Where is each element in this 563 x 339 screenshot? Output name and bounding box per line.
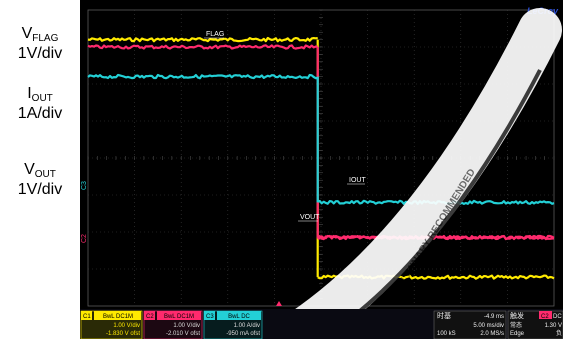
channel-marker-c2: C2 bbox=[81, 234, 88, 243]
annotation-vout: VOUT bbox=[300, 214, 320, 221]
trace-vout bbox=[316, 234, 555, 241]
annotation-iout: IOUT bbox=[349, 177, 366, 184]
c1-tag bbox=[81, 311, 92, 320]
trigger-channel: C2 bbox=[541, 314, 549, 320]
c2-scale: 1.00 V/div bbox=[173, 323, 200, 329]
channel-marker-c3: C3 bbox=[81, 181, 88, 190]
c2-id: C2 bbox=[146, 314, 154, 320]
trigger-coupling: DC bbox=[553, 314, 562, 320]
c2-mode-box bbox=[157, 311, 201, 320]
trigger-slope: 负 bbox=[556, 329, 562, 337]
iout-scale: 1A/div bbox=[17, 105, 63, 122]
trigger-position-marker bbox=[276, 301, 282, 306]
vflag-label: VFLAG bbox=[21, 25, 59, 44]
channel-box-c3[interactable]: C3 BwL DC 1.00 A/div -950 mA ofst bbox=[203, 310, 263, 339]
trigger-box[interactable]: 触发 C2 DC 常态 1.30 V Edge 负 bbox=[507, 310, 563, 339]
timebase-rate: 2.0 MS/s bbox=[480, 331, 504, 337]
iout-label: IOUT bbox=[27, 85, 53, 104]
trigger-label: 触发 bbox=[510, 311, 524, 320]
trigger-channel-tag bbox=[539, 311, 552, 319]
c3-offset: -950 mA ofst bbox=[226, 331, 260, 337]
trace-path-vout bbox=[316, 234, 555, 241]
timebase-label: 时基 bbox=[437, 311, 451, 320]
timebase-scale: 5.00 ms/div bbox=[473, 323, 504, 329]
trigger-mode: 常态 bbox=[510, 321, 522, 329]
trigger-frame bbox=[507, 310, 563, 339]
vout-label: VOUT bbox=[24, 161, 56, 180]
c3-scale: 1.00 A/div bbox=[234, 323, 260, 329]
c2-offset: -2.010 V ofst bbox=[166, 331, 200, 337]
annotation-flag: FLAG bbox=[206, 31, 224, 38]
c1-mode-box bbox=[94, 311, 141, 320]
channel-box-c2[interactable]: C2 BwL DC1M 1.00 V/div -2.010 V ofst bbox=[143, 310, 203, 339]
timebase-delay: -4.9 ms bbox=[484, 314, 504, 320]
c1-id: C1 bbox=[83, 314, 91, 320]
trigger-type: Edge bbox=[510, 331, 525, 337]
c1-mode: BwL DC1M bbox=[103, 314, 133, 320]
c3-mode: BwL DC bbox=[228, 314, 250, 320]
scope-background bbox=[80, 0, 563, 339]
timebase-box[interactable]: 时基 -4.9 ms 5.00 ms/div 100 kS 2.0 MS/s bbox=[433, 310, 507, 339]
timebase-frame bbox=[433, 310, 507, 339]
c3-id: C3 bbox=[206, 314, 214, 320]
c3-tag bbox=[204, 311, 215, 320]
trace-layer bbox=[87, 36, 555, 280]
trace-annotations: FLAG IOUT VOUT bbox=[204, 31, 366, 222]
status-bar: C1 BwL DC1M 1.00 V/div -1.830 V ofst C2 … bbox=[80, 309, 563, 339]
c3-mode-box bbox=[217, 311, 261, 320]
c2-mode: BwL DC1M bbox=[164, 314, 194, 320]
c1-scale: 1.00 V/div bbox=[113, 323, 140, 329]
c2-tag bbox=[144, 311, 155, 320]
trigger-level: 1.30 V bbox=[545, 323, 562, 329]
channel-box-c1[interactable]: C1 BwL DC1M 1.00 V/div -1.830 V ofst bbox=[80, 310, 143, 339]
c1-offset: -1.830 V ofst bbox=[106, 331, 140, 337]
vflag-scale: 1V/div bbox=[17, 45, 63, 62]
timebase-samples: 100 kS bbox=[437, 331, 456, 337]
vout-scale: 1V/div bbox=[17, 181, 63, 198]
